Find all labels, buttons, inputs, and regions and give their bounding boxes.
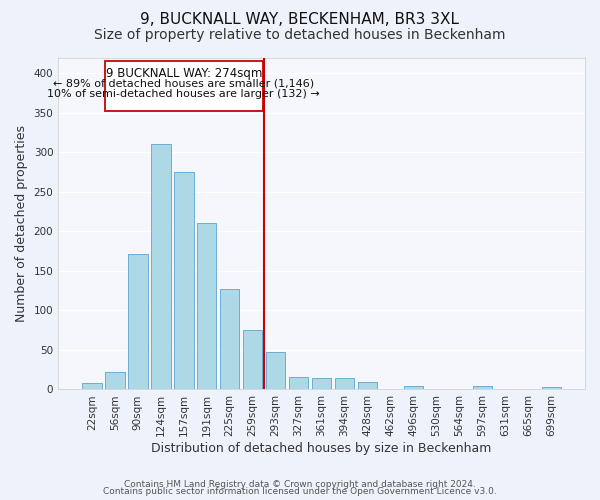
Bar (312, 378, 331, 390)
Bar (473, 386, 492, 390)
Text: ← 89% of detached houses are smaller (1,146): ← 89% of detached houses are smaller (1,… (53, 78, 314, 88)
Bar (82, 383, 101, 390)
Text: 9 BUCKNALL WAY: 274sqm: 9 BUCKNALL WAY: 274sqm (106, 67, 262, 80)
Bar (105, 372, 125, 390)
Bar (197, 224, 217, 390)
Bar (128, 254, 148, 390)
Y-axis label: Number of detached properties: Number of detached properties (15, 125, 28, 322)
Text: Contains public sector information licensed under the Open Government Licence v3: Contains public sector information licen… (103, 488, 497, 496)
Bar (335, 378, 355, 390)
Text: 10% of semi-detached houses are larger (132) →: 10% of semi-detached houses are larger (… (47, 89, 320, 99)
Text: Size of property relative to detached houses in Beckenham: Size of property relative to detached ho… (94, 28, 506, 42)
Bar (174, 172, 194, 390)
Bar (151, 144, 170, 390)
Bar (542, 387, 561, 390)
X-axis label: Distribution of detached houses by size in Beckenham: Distribution of detached houses by size … (151, 442, 492, 455)
Bar (266, 352, 286, 390)
Bar (289, 377, 308, 390)
Bar (358, 382, 377, 390)
Bar (220, 289, 239, 390)
Bar (404, 386, 423, 390)
FancyBboxPatch shape (104, 62, 263, 111)
Bar (243, 330, 262, 390)
Text: 9, BUCKNALL WAY, BECKENHAM, BR3 3XL: 9, BUCKNALL WAY, BECKENHAM, BR3 3XL (140, 12, 460, 28)
Text: Contains HM Land Registry data © Crown copyright and database right 2024.: Contains HM Land Registry data © Crown c… (124, 480, 476, 489)
